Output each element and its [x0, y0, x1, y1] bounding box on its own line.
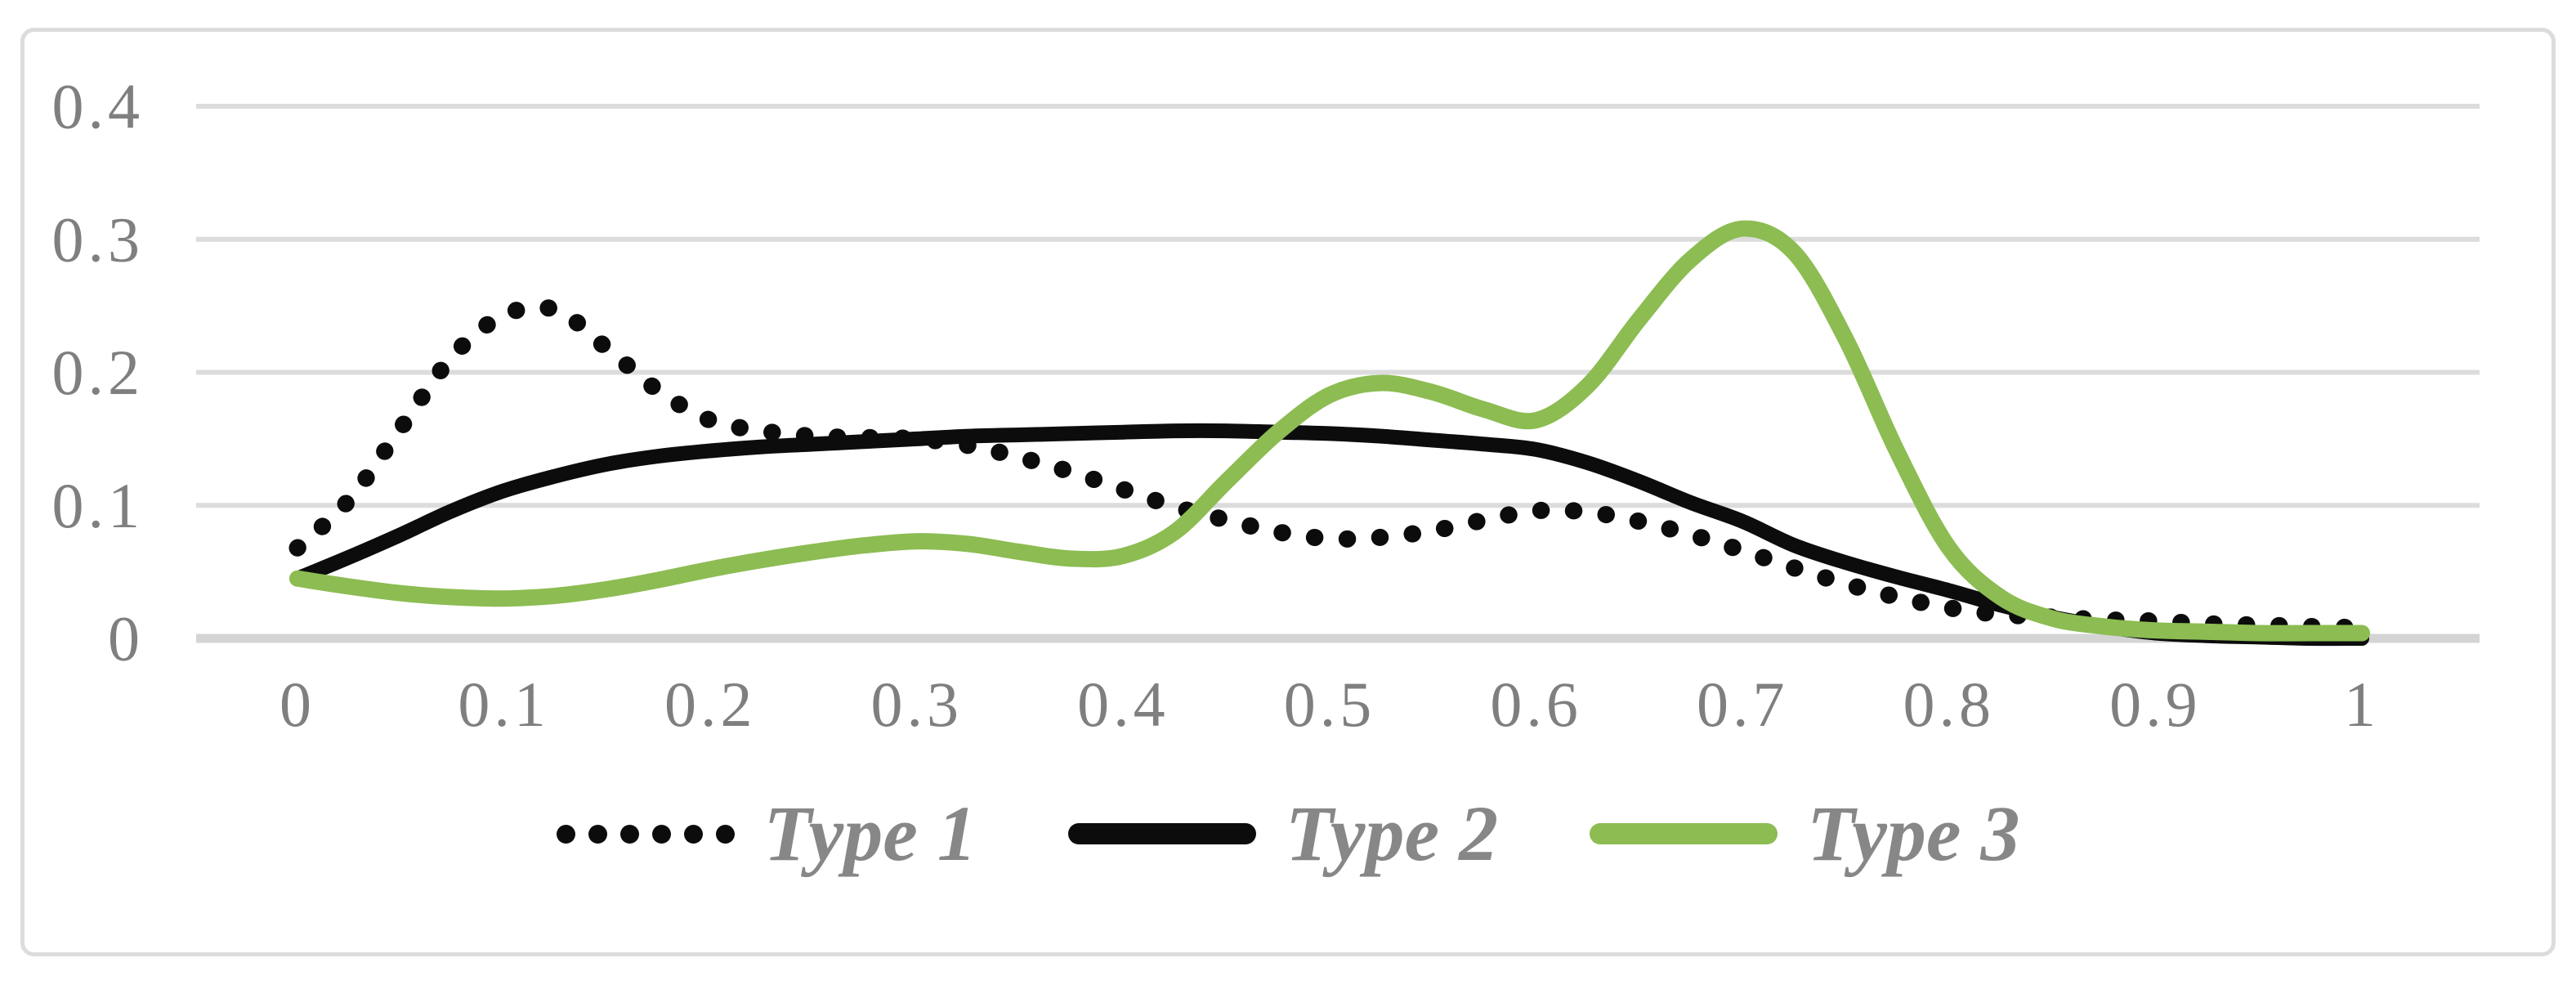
gridlines-group — [196, 104, 2480, 643]
chart-legend: Type 1 Type 2 Type 3 — [0, 795, 2576, 873]
legend-item-type-1: Type 1 — [556, 790, 977, 877]
legend-label-type-3: Type 3 — [1807, 790, 2020, 877]
x-tick-label-0: 0 — [280, 669, 315, 740]
series-path-type-2 — [290, 423, 2369, 647]
x-tick-label-0.9: 0.9 — [2109, 669, 2202, 740]
y-tick-label-0.2: 0.2 — [52, 337, 145, 408]
y-tick-label-0.3: 0.3 — [52, 204, 145, 275]
legend-swatch-dotted-line-icon — [556, 824, 735, 844]
x-tick-label-0.3: 0.3 — [871, 669, 964, 740]
x-tick-label-0.7: 0.7 — [1697, 669, 1789, 740]
x-tick-label-0.1: 0.1 — [458, 669, 550, 740]
x-tick-label-0.5: 0.5 — [1284, 669, 1376, 740]
y-tick-label-0.1: 0.1 — [52, 470, 145, 541]
x-axis-labels-group: 0 0.1 0.2 0.3 0.4 0.5 0.6 0.7 0.8 0.9 1 — [280, 669, 2380, 740]
legend-item-type-2: Type 2 — [1067, 790, 1499, 877]
x-tick-label-0.8: 0.8 — [1903, 669, 1996, 740]
x-tick-label-0.2: 0.2 — [664, 669, 757, 740]
x-tick-label-0.6: 0.6 — [1490, 669, 1582, 740]
x-tick-label-0.4: 0.4 — [1077, 669, 1169, 740]
x-tick-label-1: 1 — [2344, 669, 2380, 740]
y-tick-label-0.4: 0.4 — [52, 71, 145, 142]
y-axis-labels-group: 0 0.1 0.2 0.3 0.4 — [52, 71, 145, 674]
legend-swatch-green-line-icon — [1590, 823, 1778, 844]
legend-label-type-2: Type 2 — [1285, 790, 1499, 877]
series-group — [288, 220, 2371, 647]
series-path-type-3 — [289, 220, 2370, 642]
series-path-type-1 — [288, 298, 2371, 637]
legend-swatch-solid-line-icon — [1067, 823, 1256, 844]
legend-label-type-1: Type 1 — [763, 790, 977, 877]
chart-frame — [20, 28, 2556, 956]
y-tick-label-0: 0 — [108, 603, 144, 674]
legend-item-type-3: Type 3 — [1590, 795, 2019, 873]
